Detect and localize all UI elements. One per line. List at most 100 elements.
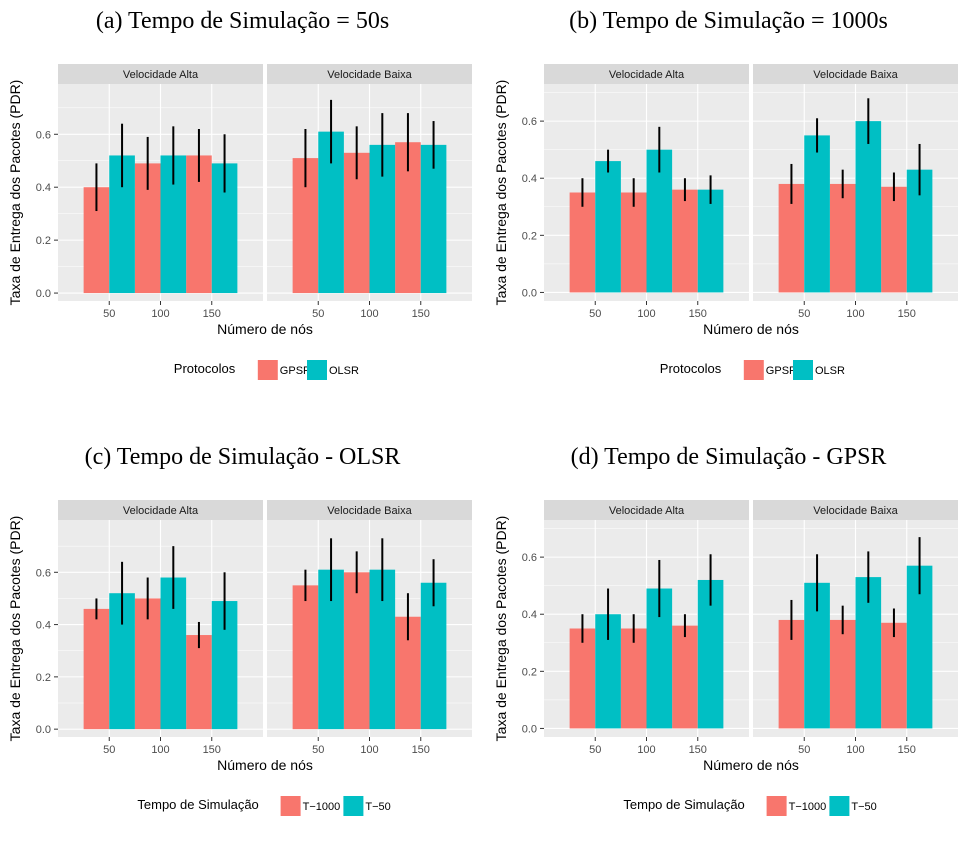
x-tick-label: 100 bbox=[637, 744, 655, 756]
x-tick-label: 100 bbox=[846, 308, 864, 320]
legend-item-label: T−50 bbox=[851, 801, 876, 813]
y-tick-label: 0.0 bbox=[522, 287, 537, 299]
legend-item-label: OLSR bbox=[815, 365, 845, 377]
facet-strip-label: Velocidade Alta bbox=[123, 69, 199, 81]
bar bbox=[646, 149, 673, 293]
chart-svg: Velocidade Alta 50 100 150 Velocidade Baixa 5… bbox=[7, 500, 472, 816]
x-tick-label: 150 bbox=[203, 308, 221, 320]
y-tick-label: 0.2 bbox=[36, 672, 51, 684]
legend-item-label: GPSR bbox=[766, 365, 797, 377]
y-tick-label: 0.6 bbox=[522, 116, 537, 128]
legend-key bbox=[766, 796, 787, 816]
legend-key bbox=[257, 360, 278, 380]
facet-strip bbox=[58, 64, 263, 84]
x-tick-label: 150 bbox=[203, 744, 221, 756]
legend-key bbox=[829, 796, 850, 816]
bar bbox=[134, 598, 161, 730]
x-tick-label: 100 bbox=[846, 744, 864, 756]
chart-title: (a) Tempo de Simulação = 50s bbox=[95, 8, 390, 34]
chart-title: (c) Tempo de Simulação - OLSR bbox=[84, 444, 401, 470]
bar bbox=[881, 186, 907, 293]
bar bbox=[829, 183, 856, 293]
facet-strip-label: Velocidade Baixa bbox=[327, 69, 412, 81]
bar bbox=[292, 585, 319, 730]
legend: Tempo de Simulação T−1000 T−50 bbox=[137, 796, 391, 816]
legend-item-label: T−50 bbox=[365, 801, 390, 813]
chart-svg: Velocidade Alta 50 100 150 Velocidade Baixa 5… bbox=[493, 64, 958, 380]
bar bbox=[672, 625, 698, 729]
x-axis-title: Número de nós bbox=[217, 757, 313, 773]
x-tick-label: 150 bbox=[689, 308, 707, 320]
y-tick-label: 0.4 bbox=[522, 609, 537, 621]
chart-title: (b) Tempo de Simulação = 1000s bbox=[569, 8, 888, 34]
y-tick-label: 0.0 bbox=[36, 288, 51, 300]
legend-key bbox=[307, 360, 327, 380]
facet-strip bbox=[544, 500, 749, 520]
x-tick-label: 100 bbox=[151, 308, 169, 320]
facet-strip-label: Velocidade Baixa bbox=[813, 505, 898, 517]
y-axis-title: Taxa de Entrega dos Pacotes (PDR) bbox=[493, 80, 509, 306]
y-tick-label: 0.6 bbox=[522, 552, 537, 564]
y-tick-label: 0.2 bbox=[522, 230, 537, 242]
x-tick-label: 100 bbox=[360, 308, 378, 320]
legend: Tempo de Simulação T−1000 T−50 bbox=[623, 796, 877, 816]
x-tick-label: 50 bbox=[312, 744, 324, 756]
x-tick-label: 100 bbox=[151, 744, 169, 756]
x-axis-title: Número de nós bbox=[703, 757, 799, 773]
x-tick-label: 150 bbox=[689, 744, 707, 756]
legend-title: Protocolos bbox=[660, 361, 722, 376]
y-tick-label: 0.0 bbox=[522, 723, 537, 735]
y-tick-label: 0.4 bbox=[36, 620, 51, 632]
facet-strip-label: Velocidade Baixa bbox=[327, 505, 412, 517]
x-tick-label: 50 bbox=[103, 744, 115, 756]
facet-strip bbox=[544, 64, 749, 84]
bar bbox=[569, 192, 596, 293]
x-tick-label: 50 bbox=[589, 744, 601, 756]
y-tick-label: 0.4 bbox=[36, 182, 51, 194]
x-tick-label: 50 bbox=[798, 744, 810, 756]
chart-title: (d) Tempo de Simulação - GPSR bbox=[570, 444, 887, 470]
facet-strip bbox=[753, 500, 958, 520]
bar bbox=[620, 192, 647, 293]
y-axis-title: Taxa de Entrega dos Pacotes (PDR) bbox=[7, 80, 23, 306]
bar bbox=[420, 582, 447, 730]
x-tick-label: 50 bbox=[798, 308, 810, 320]
legend: Protocolos GPSR OLSR bbox=[660, 360, 845, 380]
bar bbox=[420, 144, 447, 294]
legend-item-label: OLSR bbox=[329, 365, 359, 377]
y-axis-title: Taxa de Entrega dos Pacotes (PDR) bbox=[7, 516, 23, 742]
facet-strip bbox=[267, 64, 472, 84]
chart-panel-b: (b) Tempo de Simulação = 1000s Velocidad… bbox=[486, 0, 971, 410]
chart-svg: Velocidade Alta 50 100 150 Velocidade Baixa 5… bbox=[7, 64, 472, 380]
bar bbox=[881, 622, 907, 729]
bar bbox=[343, 572, 370, 730]
legend-item-label: T−1000 bbox=[789, 801, 827, 813]
legend-title: Tempo de Simulação bbox=[623, 797, 744, 812]
bar bbox=[697, 189, 724, 293]
y-axis-title: Taxa de Entrega dos Pacotes (PDR) bbox=[493, 516, 509, 742]
legend-key bbox=[743, 360, 764, 380]
legend: Protocolos GPSR OLSR bbox=[174, 360, 359, 380]
y-tick-label: 0.2 bbox=[522, 666, 537, 678]
facet-strip bbox=[267, 500, 472, 520]
legend-title: Tempo de Simulação bbox=[137, 797, 258, 812]
x-axis-title: Número de nós bbox=[217, 321, 313, 337]
facet-strip bbox=[753, 64, 958, 84]
bar bbox=[595, 161, 621, 293]
y-tick-label: 0.2 bbox=[36, 235, 51, 247]
legend-title: Protocolos bbox=[174, 361, 236, 376]
x-tick-label: 150 bbox=[412, 308, 430, 320]
facet-strip-label: Velocidade Baixa bbox=[813, 69, 898, 81]
chart-panel-a: (a) Tempo de Simulação = 50s Velocidade … bbox=[0, 0, 485, 410]
bar bbox=[569, 628, 596, 729]
y-tick-label: 0.6 bbox=[36, 129, 51, 141]
bar bbox=[855, 121, 882, 293]
x-tick-label: 50 bbox=[103, 308, 115, 320]
x-tick-label: 100 bbox=[360, 744, 378, 756]
legend-item-label: GPSR bbox=[280, 365, 311, 377]
chart-svg: Velocidade Alta 50 100 150 Velocidade Baixa 5… bbox=[493, 500, 958, 816]
legend-item-label: T−1000 bbox=[303, 801, 341, 813]
x-tick-label: 150 bbox=[898, 744, 916, 756]
chart-panel-c: (c) Tempo de Simulação - OLSR Velocidade… bbox=[0, 414, 485, 828]
bar bbox=[829, 619, 856, 729]
